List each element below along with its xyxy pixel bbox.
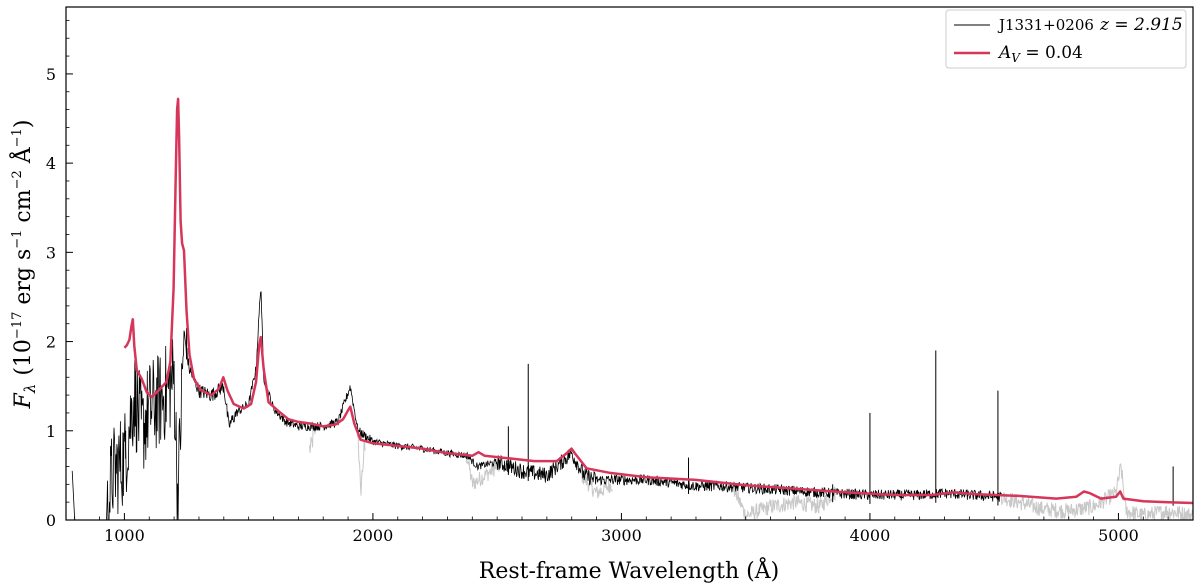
y-axis-title: Fλ(10−17 erg s−1 cm−2 Å−1) xyxy=(8,120,39,410)
svg-text:Fλ(10−17 erg s−1 cm−2 Å−1): Fλ(10−17 erg s−1 cm−2 Å−1) xyxy=(8,120,39,410)
masked-spectrum-segment xyxy=(730,481,836,520)
x-tick-label: 4000 xyxy=(850,526,891,545)
x-tick-label: 3000 xyxy=(601,526,642,545)
legend-label-redshift: z = 2.915 xyxy=(1099,15,1183,35)
y-tick-label: 5 xyxy=(46,65,56,84)
observed-spectrum-line xyxy=(71,291,1002,520)
y-tick-label: 2 xyxy=(46,333,56,352)
masked-spectrum-segment xyxy=(465,452,500,490)
x-tick-label: 5000 xyxy=(1098,526,1139,545)
plot-frame xyxy=(65,6,1194,521)
series-layer xyxy=(71,97,1193,520)
legend-box xyxy=(945,9,1187,69)
legend-label-model: AV = 0.04 xyxy=(997,43,1083,65)
x-tick-label: 2000 xyxy=(353,526,394,545)
model-fit-line xyxy=(123,97,1193,505)
masked-spectrum-segment xyxy=(1000,463,1193,520)
x-axis: 1000 2000 3000 4000 5000 xyxy=(74,513,1169,545)
legend-label-spectrum: J1331+0206 xyxy=(997,16,1094,34)
y-tick-label: 4 xyxy=(46,154,56,173)
legend: J1331+0206 z = 2.915 AV = 0.04 xyxy=(945,9,1187,69)
masked-spectrum-segment xyxy=(579,469,613,499)
y-axis: 0 1 2 3 4 5 xyxy=(46,19,73,530)
masked-spectrum-segment xyxy=(309,424,316,453)
x-tick-label: 1000 xyxy=(104,526,145,545)
x-axis-title: Rest-frame Wavelength (Å) xyxy=(479,556,779,584)
y-tick-label: 0 xyxy=(46,511,56,530)
y-tick-label: 1 xyxy=(46,422,56,441)
y-tick-label: 3 xyxy=(46,243,56,262)
